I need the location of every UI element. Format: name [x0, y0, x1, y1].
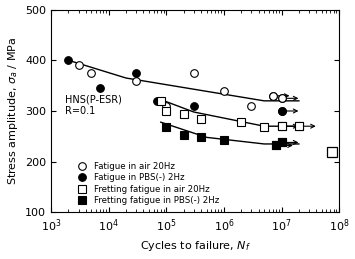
Y-axis label: Stress amplitude, $\sigma_a$ / MPa: Stress amplitude, $\sigma_a$ / MPa	[6, 37, 20, 185]
Text: HNS(P-ESR)
R=0.1: HNS(P-ESR) R=0.1	[66, 95, 122, 116]
Legend: Fatigue in air 20Hz, Fatigue in PBS(-) 2Hz, Fretting fatigue in air 20Hz, Fretti: Fatigue in air 20Hz, Fatigue in PBS(-) 2…	[70, 159, 223, 208]
X-axis label: Cycles to failure, $N_f$: Cycles to failure, $N_f$	[140, 239, 251, 254]
